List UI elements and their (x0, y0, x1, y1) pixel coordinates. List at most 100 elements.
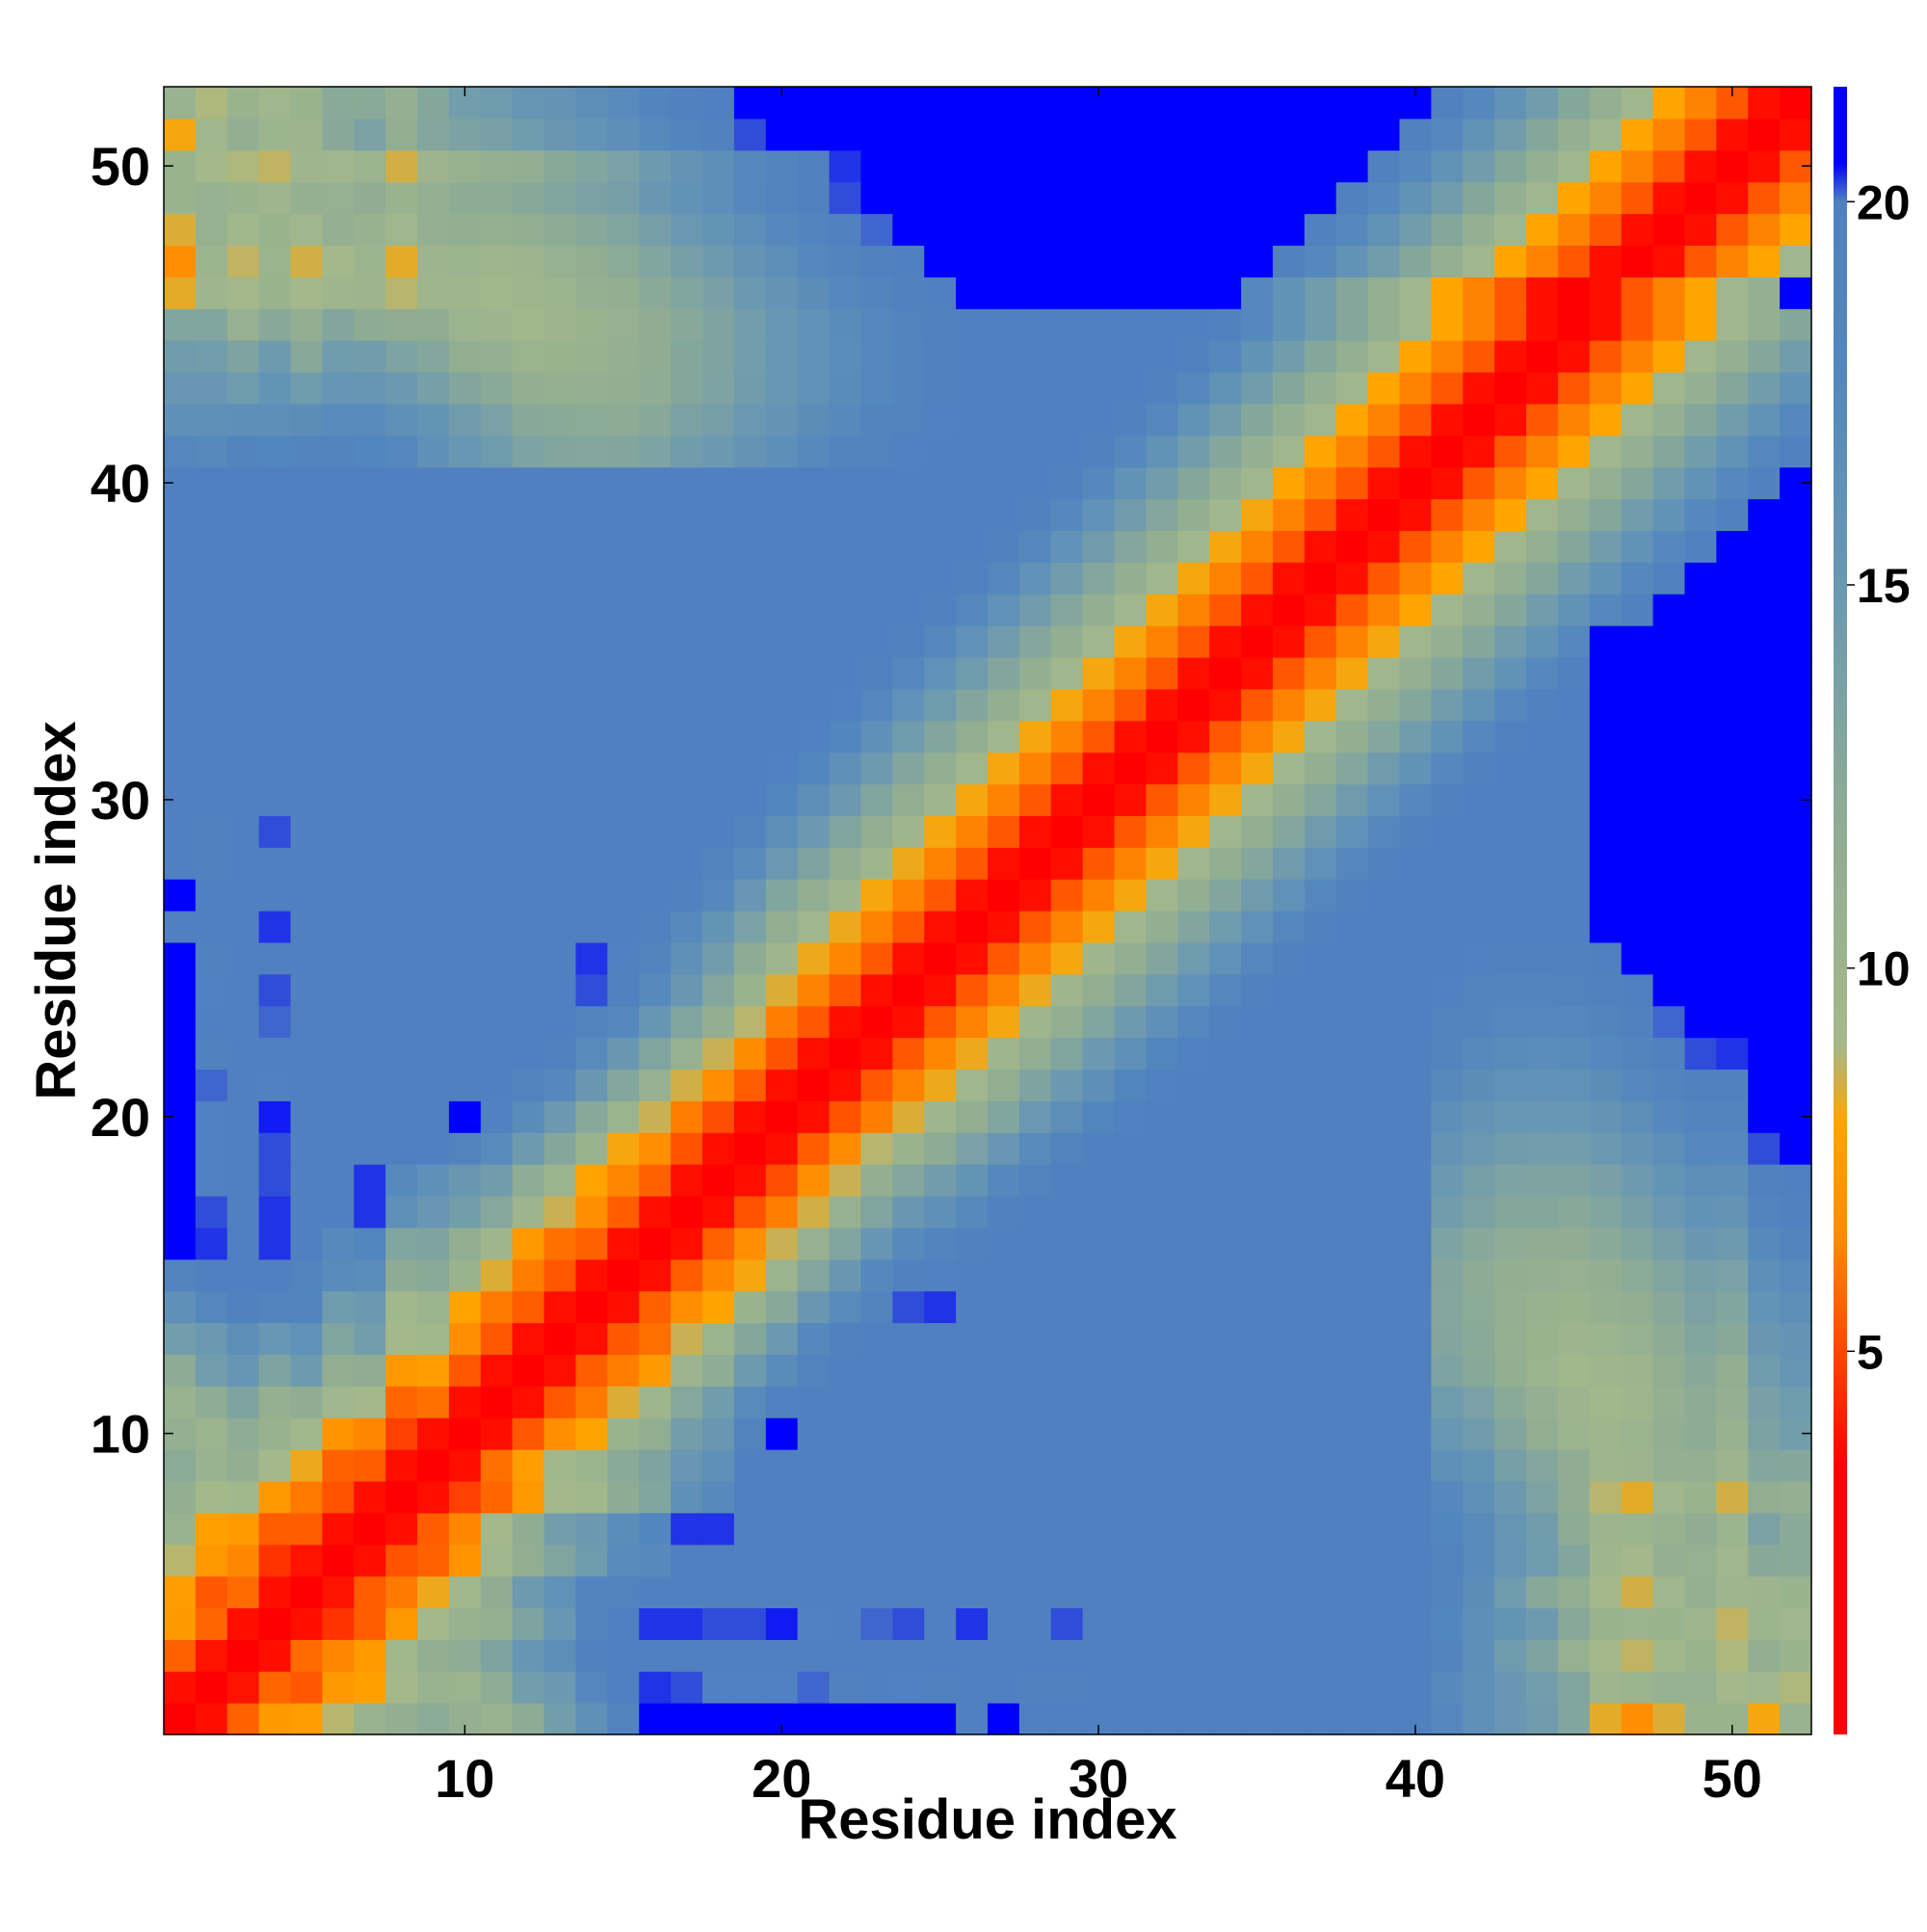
heatmap-cell (1557, 245, 1591, 278)
heatmap-cell (1367, 1386, 1401, 1418)
heatmap-cell (1082, 1354, 1116, 1387)
heatmap-cell (1652, 1069, 1686, 1101)
heatmap-cell (1463, 594, 1495, 626)
heatmap-cell (829, 720, 862, 754)
heatmap-cell (385, 181, 418, 215)
heatmap-cell (226, 1132, 260, 1165)
heatmap-cell (1780, 815, 1812, 848)
heatmap-cell (290, 1639, 324, 1672)
heatmap-cell (1272, 656, 1306, 690)
heatmap-cell (765, 752, 799, 785)
heatmap-cell (1304, 1227, 1337, 1260)
heatmap-cell (607, 752, 640, 785)
heatmap-cell (797, 1132, 831, 1165)
heatmap-cell (575, 941, 608, 975)
heatmap-cell (733, 118, 767, 151)
heatmap-cell (1621, 1480, 1654, 1514)
heatmap-cell (1431, 371, 1464, 405)
heatmap-cell (1431, 1195, 1464, 1229)
heatmap-cell (512, 371, 545, 405)
heatmap-cell (956, 498, 989, 531)
heatmap-cell (1526, 403, 1559, 437)
heatmap-cell (512, 466, 545, 500)
heatmap-cell (956, 941, 989, 975)
heatmap-cell (1431, 498, 1464, 531)
heatmap-cell (226, 1322, 260, 1355)
heatmap-cell (1177, 688, 1210, 722)
heatmap-cell (1463, 1164, 1495, 1197)
heatmap-cell (1018, 340, 1052, 373)
heatmap-cell (1399, 530, 1432, 563)
heatmap-cell (1684, 181, 1717, 215)
heatmap-cell (639, 656, 672, 690)
heatmap-cell (1335, 1512, 1369, 1546)
heatmap-cell (924, 1607, 957, 1640)
heatmap-cell (1082, 1512, 1116, 1546)
heatmap-cell (1335, 308, 1369, 341)
x-axis: 10 20 30 40 50 (435, 87, 1762, 1809)
heatmap-cell (290, 1386, 324, 1418)
heatmap-cell (1716, 752, 1749, 785)
heatmap-cell (671, 1290, 703, 1324)
heatmap-cell (639, 1575, 672, 1609)
heatmap-cell (354, 815, 386, 848)
heatmap-cell (226, 720, 260, 754)
heatmap-cell (1399, 752, 1432, 785)
heatmap-cell (671, 149, 703, 183)
heatmap-cell (1272, 340, 1306, 373)
heatmap-cell (1431, 911, 1464, 943)
heatmap-cell (1494, 1037, 1527, 1071)
heatmap-cell (1431, 1512, 1464, 1546)
heatmap-cell (1335, 435, 1369, 468)
heatmap-cell (1146, 245, 1178, 278)
heatmap-cell (1557, 1703, 1591, 1735)
heatmap-cell (1431, 656, 1464, 690)
heatmap-cell (1050, 879, 1084, 912)
heatmap-cell (956, 1417, 989, 1450)
heatmap-cell (1018, 466, 1052, 500)
heatmap-cell (733, 1195, 767, 1229)
heatmap-cell (1146, 783, 1178, 816)
heatmap-cell (1177, 1100, 1210, 1133)
heatmap-cell (1241, 213, 1274, 247)
heatmap-cell (702, 911, 735, 943)
heatmap-cell (1494, 213, 1527, 247)
heatmap-cell (1050, 403, 1084, 437)
heatmap-cell (1304, 308, 1337, 341)
heatmap-cell (1621, 1290, 1654, 1324)
heatmap-cell (1684, 625, 1717, 658)
heatmap-cell (1082, 1290, 1116, 1324)
heatmap-cell (1684, 1132, 1717, 1165)
heatmap-cell (1748, 941, 1781, 975)
heatmap-cell (1780, 594, 1812, 626)
heatmap-cell (860, 1607, 893, 1640)
heatmap-cell (322, 340, 355, 373)
heatmap-cell (1241, 656, 1274, 690)
heatmap-cell (860, 973, 893, 1007)
heatmap-cell (1367, 1132, 1401, 1165)
heatmap-cell (671, 1069, 703, 1101)
heatmap-cell (258, 688, 292, 722)
heatmap-cell (1177, 1354, 1210, 1387)
heatmap-cell (1082, 941, 1116, 975)
heatmap-cell (480, 1258, 514, 1292)
heatmap-cell (1146, 1037, 1178, 1071)
heatmap-cell (1589, 245, 1623, 278)
heatmap-cell (385, 1671, 418, 1704)
heatmap-cell (988, 688, 1020, 722)
heatmap-cell (829, 498, 862, 531)
heatmap-cell (733, 1164, 767, 1197)
heatmap-cell (258, 1258, 292, 1292)
heatmap-cell (1463, 498, 1495, 531)
heatmap-cell (1748, 181, 1781, 215)
heatmap-cell (1272, 277, 1306, 309)
heatmap-cell (575, 1417, 608, 1450)
heatmap-cell (385, 562, 418, 595)
heatmap-cell (290, 403, 324, 437)
heatmap-cell (1241, 530, 1274, 563)
heatmap-cell (1621, 815, 1654, 848)
heatmap-cell (1494, 308, 1527, 341)
heatmap-cell (639, 847, 672, 880)
heatmap-cell (1146, 466, 1178, 500)
